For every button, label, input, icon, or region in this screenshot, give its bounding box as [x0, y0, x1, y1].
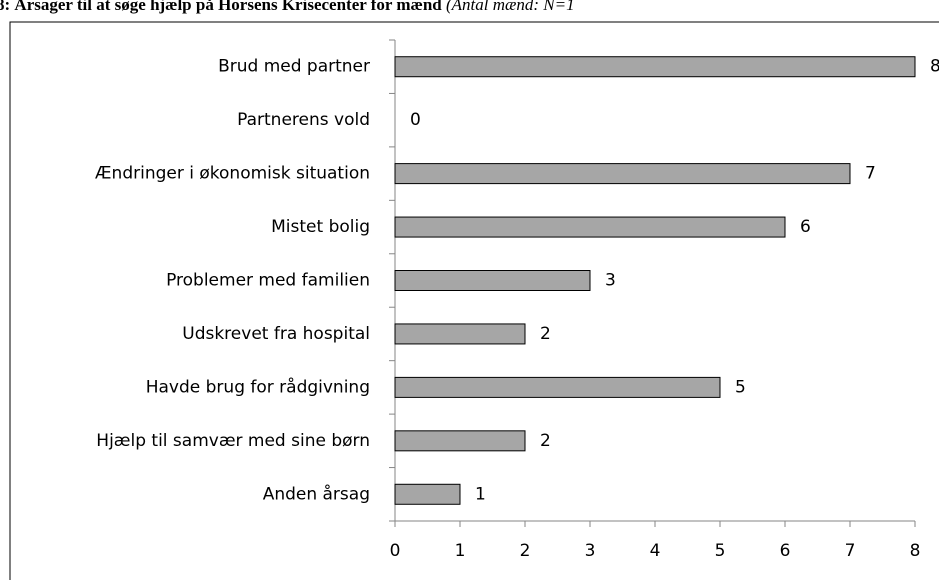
bar: [394, 56, 916, 78]
y-tick-label: Havde brug for rådgivning: [146, 376, 370, 397]
bar: [394, 163, 851, 185]
x-tick-label: 4: [650, 541, 661, 561]
bar: [394, 323, 526, 345]
y-tick-label: Udskrevet fra hospital: [182, 324, 370, 344]
bar: [394, 376, 721, 398]
bar: [394, 216, 786, 238]
value-label: 7: [865, 164, 876, 184]
x-tick-label: 7: [845, 541, 856, 561]
y-tick-label: Hjælp til samvær med sine børn: [96, 431, 370, 451]
subtitle-text: (Antal mænd: N=1: [446, 0, 575, 14]
y-tick-label: Partnerens vold: [237, 110, 370, 130]
y-tick-label: Anden årsag: [263, 483, 370, 504]
x-tick-label: 1: [455, 541, 466, 561]
bar: [394, 430, 526, 452]
chart-border: [9, 21, 939, 580]
x-tick-label: 5: [715, 541, 726, 561]
y-tick-label: Ændringer i økonomisk situation: [95, 164, 370, 184]
y-tick-label: Problemer med familien: [166, 271, 370, 291]
value-label: 8: [930, 57, 939, 77]
title-text: 8: Årsager til at søge hjælp på Horsens …: [0, 0, 442, 14]
value-label: 2: [540, 324, 551, 344]
x-tick-label: 2: [520, 541, 531, 561]
value-label: 0: [410, 110, 421, 130]
value-label: 2: [540, 431, 551, 451]
value-label: 5: [735, 377, 746, 397]
bar: [394, 483, 461, 505]
bar: [394, 270, 591, 291]
x-tick-label: 6: [780, 541, 791, 561]
x-tick-label: 3: [585, 541, 596, 561]
y-tick-label: Mistet bolig: [271, 217, 370, 237]
chart-title: 8: Årsager til at søge hjælp på Horsens …: [0, 0, 575, 14]
value-label: 6: [800, 217, 811, 237]
y-tick-label: Brud med partner: [218, 57, 370, 77]
x-tick-label: 8: [910, 541, 921, 561]
value-label: 1: [475, 484, 486, 504]
x-tick-label: 0: [390, 541, 401, 561]
value-label: 3: [605, 271, 616, 291]
